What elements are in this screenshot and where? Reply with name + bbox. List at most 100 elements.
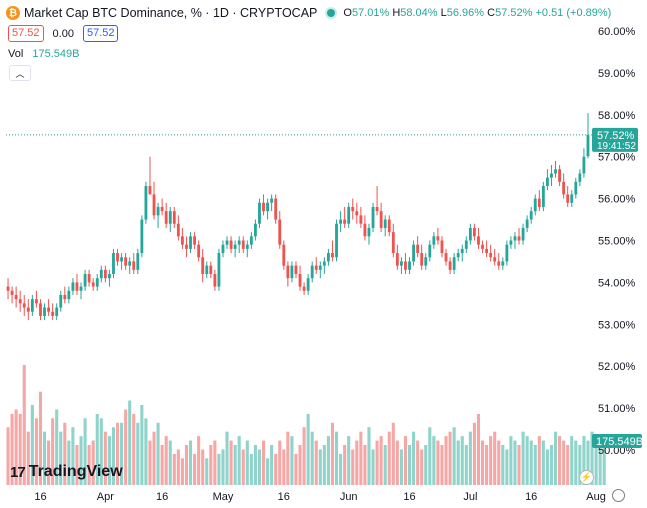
candle <box>298 265 302 291</box>
candle <box>586 113 590 159</box>
volume-bar <box>322 445 326 485</box>
volume-bar <box>428 427 432 485</box>
volume-bar <box>371 449 375 485</box>
volume-bar <box>379 436 383 485</box>
spread-value: 0.00 <box>52 27 74 40</box>
volume-bar <box>75 445 79 485</box>
buy-button[interactable]: 57.52 <box>82 25 119 42</box>
volume-bar <box>22 365 26 485</box>
volume-bar <box>67 440 71 485</box>
volume-bar <box>107 436 111 485</box>
candle <box>107 269 111 287</box>
volume-bar <box>440 445 444 485</box>
candle <box>278 211 282 249</box>
candle <box>566 186 570 207</box>
candle <box>22 294 26 316</box>
volume-bar <box>193 453 197 485</box>
candle <box>322 257 326 275</box>
volume-bar <box>420 449 424 485</box>
lightning-icon[interactable]: ⚡ <box>579 470 594 485</box>
logo-text: TradingView <box>28 463 123 480</box>
volume-bar <box>529 440 533 485</box>
volume-bar <box>314 440 318 485</box>
candle <box>371 202 375 233</box>
sell-button[interactable]: 57.52 <box>8 25 44 42</box>
candle <box>359 206 363 228</box>
candle <box>205 261 209 279</box>
volume-bar <box>83 418 87 485</box>
volume-bar <box>310 431 314 485</box>
candle <box>95 274 99 291</box>
x-tick-label: 16 <box>278 491 290 503</box>
candle <box>209 261 213 279</box>
volume-bar <box>330 422 335 485</box>
symbol-title[interactable]: Market Cap BTC Dominance, % · 1D · CRYPT… <box>24 6 318 20</box>
candle <box>525 215 529 233</box>
tradingview-logo[interactable]: 17 TradingView <box>10 463 123 481</box>
volume-bar <box>363 445 367 485</box>
price-tag: 57.52% 19:41:52 <box>592 127 638 152</box>
volume-bar <box>594 445 598 485</box>
ohlc-values: O57.01% H58.04% L56.96% C57.52% +0.51 (+… <box>343 7 612 19</box>
candle <box>116 248 119 266</box>
candle <box>464 236 468 254</box>
volume-bar <box>541 440 545 485</box>
time-axis[interactable]: 16 Apr 16 May 16 Jun 16 Jul 16 Aug <box>34 491 606 503</box>
bitcoin-icon: ₿ <box>6 6 20 20</box>
volume-bar <box>525 436 529 485</box>
candle <box>136 248 140 275</box>
candle <box>152 181 156 220</box>
candle <box>497 253 501 270</box>
candle <box>468 223 472 245</box>
volume-bar <box>249 453 253 485</box>
volume-bar <box>493 431 497 485</box>
candle <box>537 190 541 212</box>
candle <box>63 286 67 304</box>
volume-bar <box>266 458 270 485</box>
collapse-legend-button[interactable]: ︿ <box>9 65 31 81</box>
volume-bar <box>209 445 213 485</box>
volume-bar <box>464 445 468 485</box>
candle <box>517 227 521 245</box>
candle <box>168 206 172 233</box>
volume-bar <box>549 445 554 485</box>
volume-bar <box>63 422 67 485</box>
volume-bar <box>55 409 59 485</box>
volume-bar <box>241 449 245 485</box>
volume-bar <box>79 436 83 485</box>
candle <box>351 198 355 220</box>
volume-bar <box>261 440 266 485</box>
y-tick-label: 51.00% <box>598 403 636 415</box>
volume-bar <box>14 409 18 485</box>
volume-bar <box>485 445 489 485</box>
candle <box>545 169 549 191</box>
volume-bar <box>399 449 403 485</box>
candle <box>282 240 286 270</box>
volume-bar <box>302 427 306 485</box>
candle <box>420 244 424 270</box>
volume-bar <box>99 418 103 485</box>
y-tick-label: 52.00% <box>598 361 636 373</box>
price-axis[interactable]: 60.00% 59.00% 58.00% 57.00% 56.00% 55.00% 54.0… <box>598 26 636 457</box>
candle <box>148 156 152 195</box>
volume-bar <box>347 436 351 485</box>
volume-bar <box>574 440 578 485</box>
volume-bar <box>26 431 30 485</box>
candle <box>416 236 420 258</box>
candle <box>436 227 440 245</box>
volume-bar <box>180 458 184 485</box>
settings-icon[interactable] <box>612 489 625 502</box>
volume-bar <box>513 440 517 485</box>
volume-bar <box>270 445 274 485</box>
volume-bar <box>168 440 172 485</box>
volume-bar <box>375 440 379 485</box>
candle <box>440 236 444 258</box>
candle <box>47 299 51 316</box>
x-tick-label: 16 <box>403 491 415 503</box>
market-status-icon[interactable] <box>327 9 336 17</box>
candle <box>59 290 63 312</box>
volume-bar <box>205 458 209 485</box>
candle <box>34 290 38 308</box>
candle <box>221 240 225 258</box>
